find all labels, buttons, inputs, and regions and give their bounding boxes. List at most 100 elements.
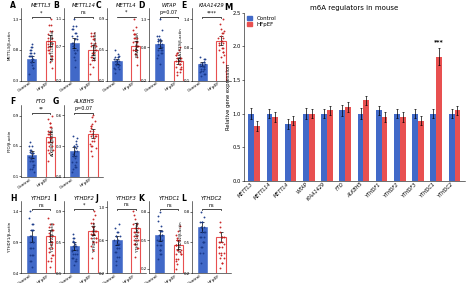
Point	[113, 246, 120, 250]
Point	[29, 66, 37, 70]
Point	[30, 162, 37, 167]
Point	[45, 128, 52, 133]
Point	[115, 63, 123, 67]
Point	[216, 230, 224, 234]
Point	[113, 230, 121, 234]
Text: L: L	[181, 194, 186, 203]
Point	[198, 225, 205, 229]
Point	[27, 51, 35, 55]
Point	[218, 261, 226, 265]
Y-axis label: ALKBH5/β-actin: ALKBH5/β-actin	[51, 126, 55, 156]
Point	[28, 166, 36, 171]
Point	[173, 257, 180, 261]
Legend: Control, HFpEF: Control, HFpEF	[247, 16, 276, 27]
Point	[45, 140, 52, 144]
Y-axis label: METTL14/β-actin: METTL14/β-actin	[51, 28, 55, 61]
Point	[130, 32, 137, 37]
Point	[173, 238, 181, 243]
Point	[129, 221, 137, 226]
Point	[176, 224, 184, 228]
Point	[26, 150, 34, 154]
Point	[29, 165, 37, 169]
Point	[155, 238, 163, 243]
Point	[72, 149, 79, 154]
Point	[201, 71, 208, 76]
Point	[25, 215, 33, 220]
Point	[220, 256, 228, 260]
Point	[69, 34, 76, 38]
Point	[70, 17, 78, 21]
Point	[115, 242, 122, 246]
Point	[158, 48, 166, 52]
Bar	[364, 100, 369, 181]
Point	[27, 60, 35, 65]
Point	[47, 136, 55, 140]
Text: p=0.07: p=0.07	[74, 106, 93, 112]
Point	[135, 225, 142, 230]
Point	[220, 52, 228, 57]
Point	[201, 230, 209, 234]
Point	[219, 17, 227, 22]
Point	[27, 44, 35, 49]
Point	[87, 123, 95, 128]
Point	[216, 225, 224, 229]
Point	[26, 54, 34, 58]
Point	[47, 258, 55, 263]
Point	[92, 146, 100, 151]
Point	[201, 71, 209, 76]
Bar	[394, 114, 400, 181]
Text: B: B	[53, 1, 59, 10]
Point	[199, 240, 207, 245]
Point	[45, 48, 52, 52]
Point	[44, 117, 52, 122]
Point	[88, 123, 95, 128]
Bar	[382, 117, 387, 181]
Point	[26, 72, 33, 77]
Point	[72, 252, 79, 256]
Point	[29, 162, 37, 167]
Bar	[273, 117, 278, 181]
Point	[115, 59, 122, 64]
Point	[110, 65, 118, 70]
Point	[72, 30, 80, 35]
Point	[27, 234, 35, 238]
Bar	[321, 114, 327, 181]
Point	[173, 247, 181, 252]
Point	[90, 51, 97, 55]
Point	[69, 44, 76, 49]
Point	[201, 57, 209, 62]
Point	[154, 214, 161, 219]
Text: M: M	[224, 3, 233, 12]
Point	[113, 254, 121, 259]
Point	[69, 240, 76, 245]
Point	[48, 143, 55, 148]
Point	[219, 261, 226, 265]
Y-axis label: WTAP/β-actin: WTAP/β-actin	[136, 32, 140, 57]
Bar	[291, 121, 296, 181]
Point	[26, 159, 33, 163]
Point	[92, 44, 100, 49]
Point	[91, 41, 99, 45]
Point	[87, 134, 94, 138]
Point	[154, 34, 161, 38]
Point	[27, 228, 35, 232]
Point	[201, 59, 208, 64]
Point	[28, 234, 36, 238]
Point	[201, 65, 208, 70]
Bar	[327, 110, 333, 181]
Bar	[70, 43, 79, 94]
Text: K: K	[138, 194, 144, 203]
Text: p=0.07: p=0.07	[160, 10, 178, 15]
Point	[30, 240, 37, 245]
Text: *: *	[82, 202, 85, 207]
Point	[175, 62, 183, 66]
Bar	[155, 44, 164, 92]
Point	[172, 252, 179, 257]
Point	[73, 146, 80, 151]
Point	[48, 240, 56, 245]
Point	[69, 44, 77, 49]
Point	[173, 259, 180, 263]
Point	[176, 59, 183, 63]
Point	[25, 143, 33, 148]
Point	[71, 156, 78, 161]
